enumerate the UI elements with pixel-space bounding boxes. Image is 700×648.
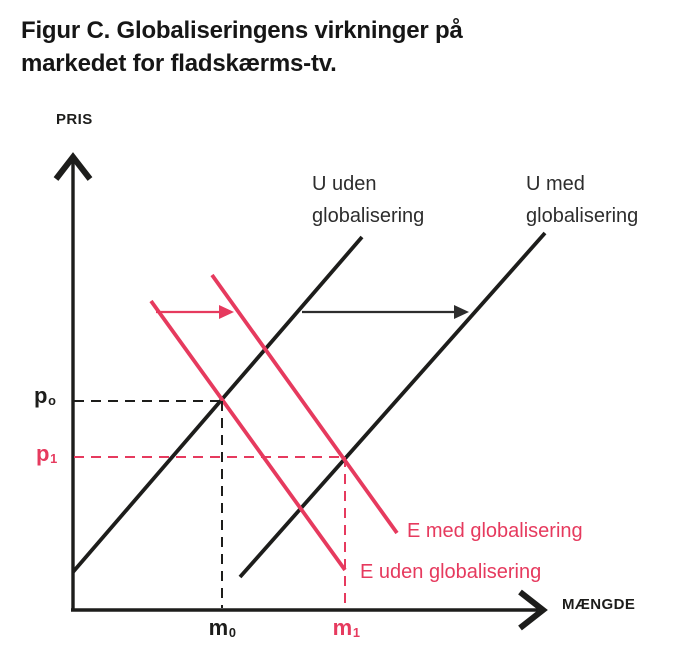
demand-shift-arrowhead [219, 305, 234, 319]
figure-title: Figur C. Globaliseringens virkninger på … [21, 17, 463, 77]
quantity-before-base: m [208, 615, 229, 640]
quantity-before-label: m0 [202, 615, 242, 641]
demand-before-label: E uden globalisering [360, 561, 542, 583]
supply-before-label: U uden globalisering [312, 173, 425, 227]
supply-after-line [238, 231, 547, 579]
demand-after-line [210, 273, 399, 535]
y-axis-label: PRIS [56, 111, 93, 128]
price-after-base: p [36, 441, 50, 466]
y-axis-arrowhead [53, 152, 93, 181]
price-before-base: p [34, 383, 48, 408]
demand-before-line [149, 299, 347, 572]
quantity-before-sub: 0 [228, 624, 236, 640]
supply-after-label: U med globalisering [526, 173, 639, 227]
price-before-label: po [34, 383, 56, 409]
x-axis-arrowhead [518, 589, 548, 631]
price-after-sub: 1 [50, 450, 58, 466]
supply-shift-arrowhead [454, 305, 469, 319]
price-after-label: p1 [36, 441, 57, 467]
quantity-after-sub: 1 [352, 624, 360, 640]
demand-after-label: E med globalisering [407, 520, 583, 542]
price-before-sub: o [48, 392, 56, 408]
quantity-after-base: m [332, 615, 353, 640]
quantity-after-label: m1 [326, 615, 366, 641]
x-axis-label: MÆNGDE [562, 596, 636, 613]
supply-before-line [71, 235, 364, 574]
